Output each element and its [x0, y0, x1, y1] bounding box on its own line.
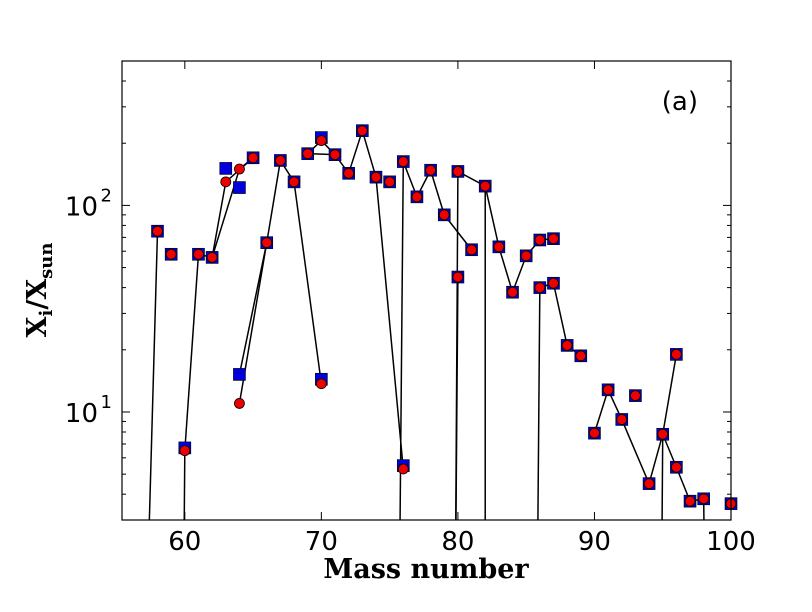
y-tick-base: 10: [65, 192, 98, 222]
x-tick-label: 60: [168, 527, 201, 557]
connector-line: [238, 158, 323, 404]
connector-line: [537, 282, 582, 520]
circle-marker: [343, 167, 355, 179]
circle-marker: [630, 390, 641, 402]
y-axis-label: Xi/Xsun: [22, 243, 57, 338]
connector-line: [148, 231, 159, 520]
square-marker: [219, 162, 233, 175]
y-tick-exponent: 2: [101, 185, 112, 206]
x-tick-label: 90: [578, 527, 611, 557]
circle-marker: [411, 191, 423, 203]
circle-marker: [507, 286, 518, 298]
circle-marker: [288, 176, 300, 188]
circle-marker: [356, 125, 368, 137]
circle-marker: [548, 233, 559, 245]
square-marker: [233, 181, 246, 194]
circle-marker: [520, 250, 532, 262]
marks-layer: [151, 124, 738, 510]
circle-marker: [452, 166, 464, 177]
circle-marker: [452, 271, 464, 283]
circle-marker: [274, 155, 286, 166]
circle-marker: [670, 461, 682, 473]
connector-line: [661, 433, 705, 520]
x-tick-label: 100: [706, 527, 756, 557]
circle-marker: [534, 282, 546, 294]
y-label-sub: i: [36, 310, 57, 317]
lines-layer: [148, 128, 705, 520]
y-tick-label: 10: [65, 192, 98, 222]
connector-line: [238, 242, 268, 375]
circle-marker: [370, 171, 382, 183]
connector-line: [211, 157, 254, 258]
y-label-main: /X: [22, 279, 53, 310]
circle-marker: [657, 428, 669, 440]
circle-marker: [302, 148, 314, 160]
circle-marker: [234, 163, 245, 175]
circle-marker: [493, 241, 505, 253]
circle-marker: [466, 244, 477, 256]
circle-marker: [397, 463, 409, 475]
circle-marker: [575, 350, 587, 362]
connector-line: [455, 277, 459, 520]
circle-marker: [602, 384, 614, 396]
y-label-sub: sun: [36, 243, 57, 279]
y-label-main: X: [22, 316, 53, 337]
x-tick-label: 70: [305, 527, 338, 557]
circle-marker: [315, 135, 327, 146]
plot-frame: [121, 60, 732, 521]
y-tick-base: 10: [65, 399, 98, 429]
circle-marker: [425, 164, 436, 176]
circle-marker: [589, 427, 600, 439]
connector-line: [183, 157, 254, 520]
circle-marker: [384, 176, 396, 188]
circle-marker: [315, 378, 327, 390]
circle-marker: [548, 277, 559, 289]
x-axis-label: Mass number: [323, 554, 529, 585]
circle-marker: [670, 348, 682, 360]
circle-marker: [643, 478, 655, 490]
circle-marker: [152, 225, 163, 237]
circle-marker: [561, 340, 573, 351]
circle-marker: [247, 152, 259, 164]
circle-marker: [616, 414, 628, 425]
y-tick-label: 10: [65, 399, 98, 429]
circle-marker: [397, 156, 409, 167]
connector-line: [593, 354, 678, 486]
circle-marker: [165, 248, 177, 260]
square-marker: [233, 368, 246, 381]
circle-marker: [261, 237, 273, 249]
circle-marker: [234, 398, 245, 409]
circle-marker: [438, 209, 450, 221]
annotation: (a): [662, 87, 698, 117]
circle-marker: [698, 493, 710, 505]
x-tick-label: 80: [441, 527, 474, 557]
y-tick-exponent: 1: [101, 392, 112, 413]
circle-marker: [534, 234, 546, 246]
circle-marker: [329, 149, 341, 161]
circle-marker: [684, 495, 696, 507]
circle-marker: [220, 176, 232, 188]
circle-marker: [179, 445, 191, 457]
circle-marker: [193, 248, 204, 260]
circle-marker: [206, 252, 218, 263]
circle-marker: [479, 180, 491, 192]
